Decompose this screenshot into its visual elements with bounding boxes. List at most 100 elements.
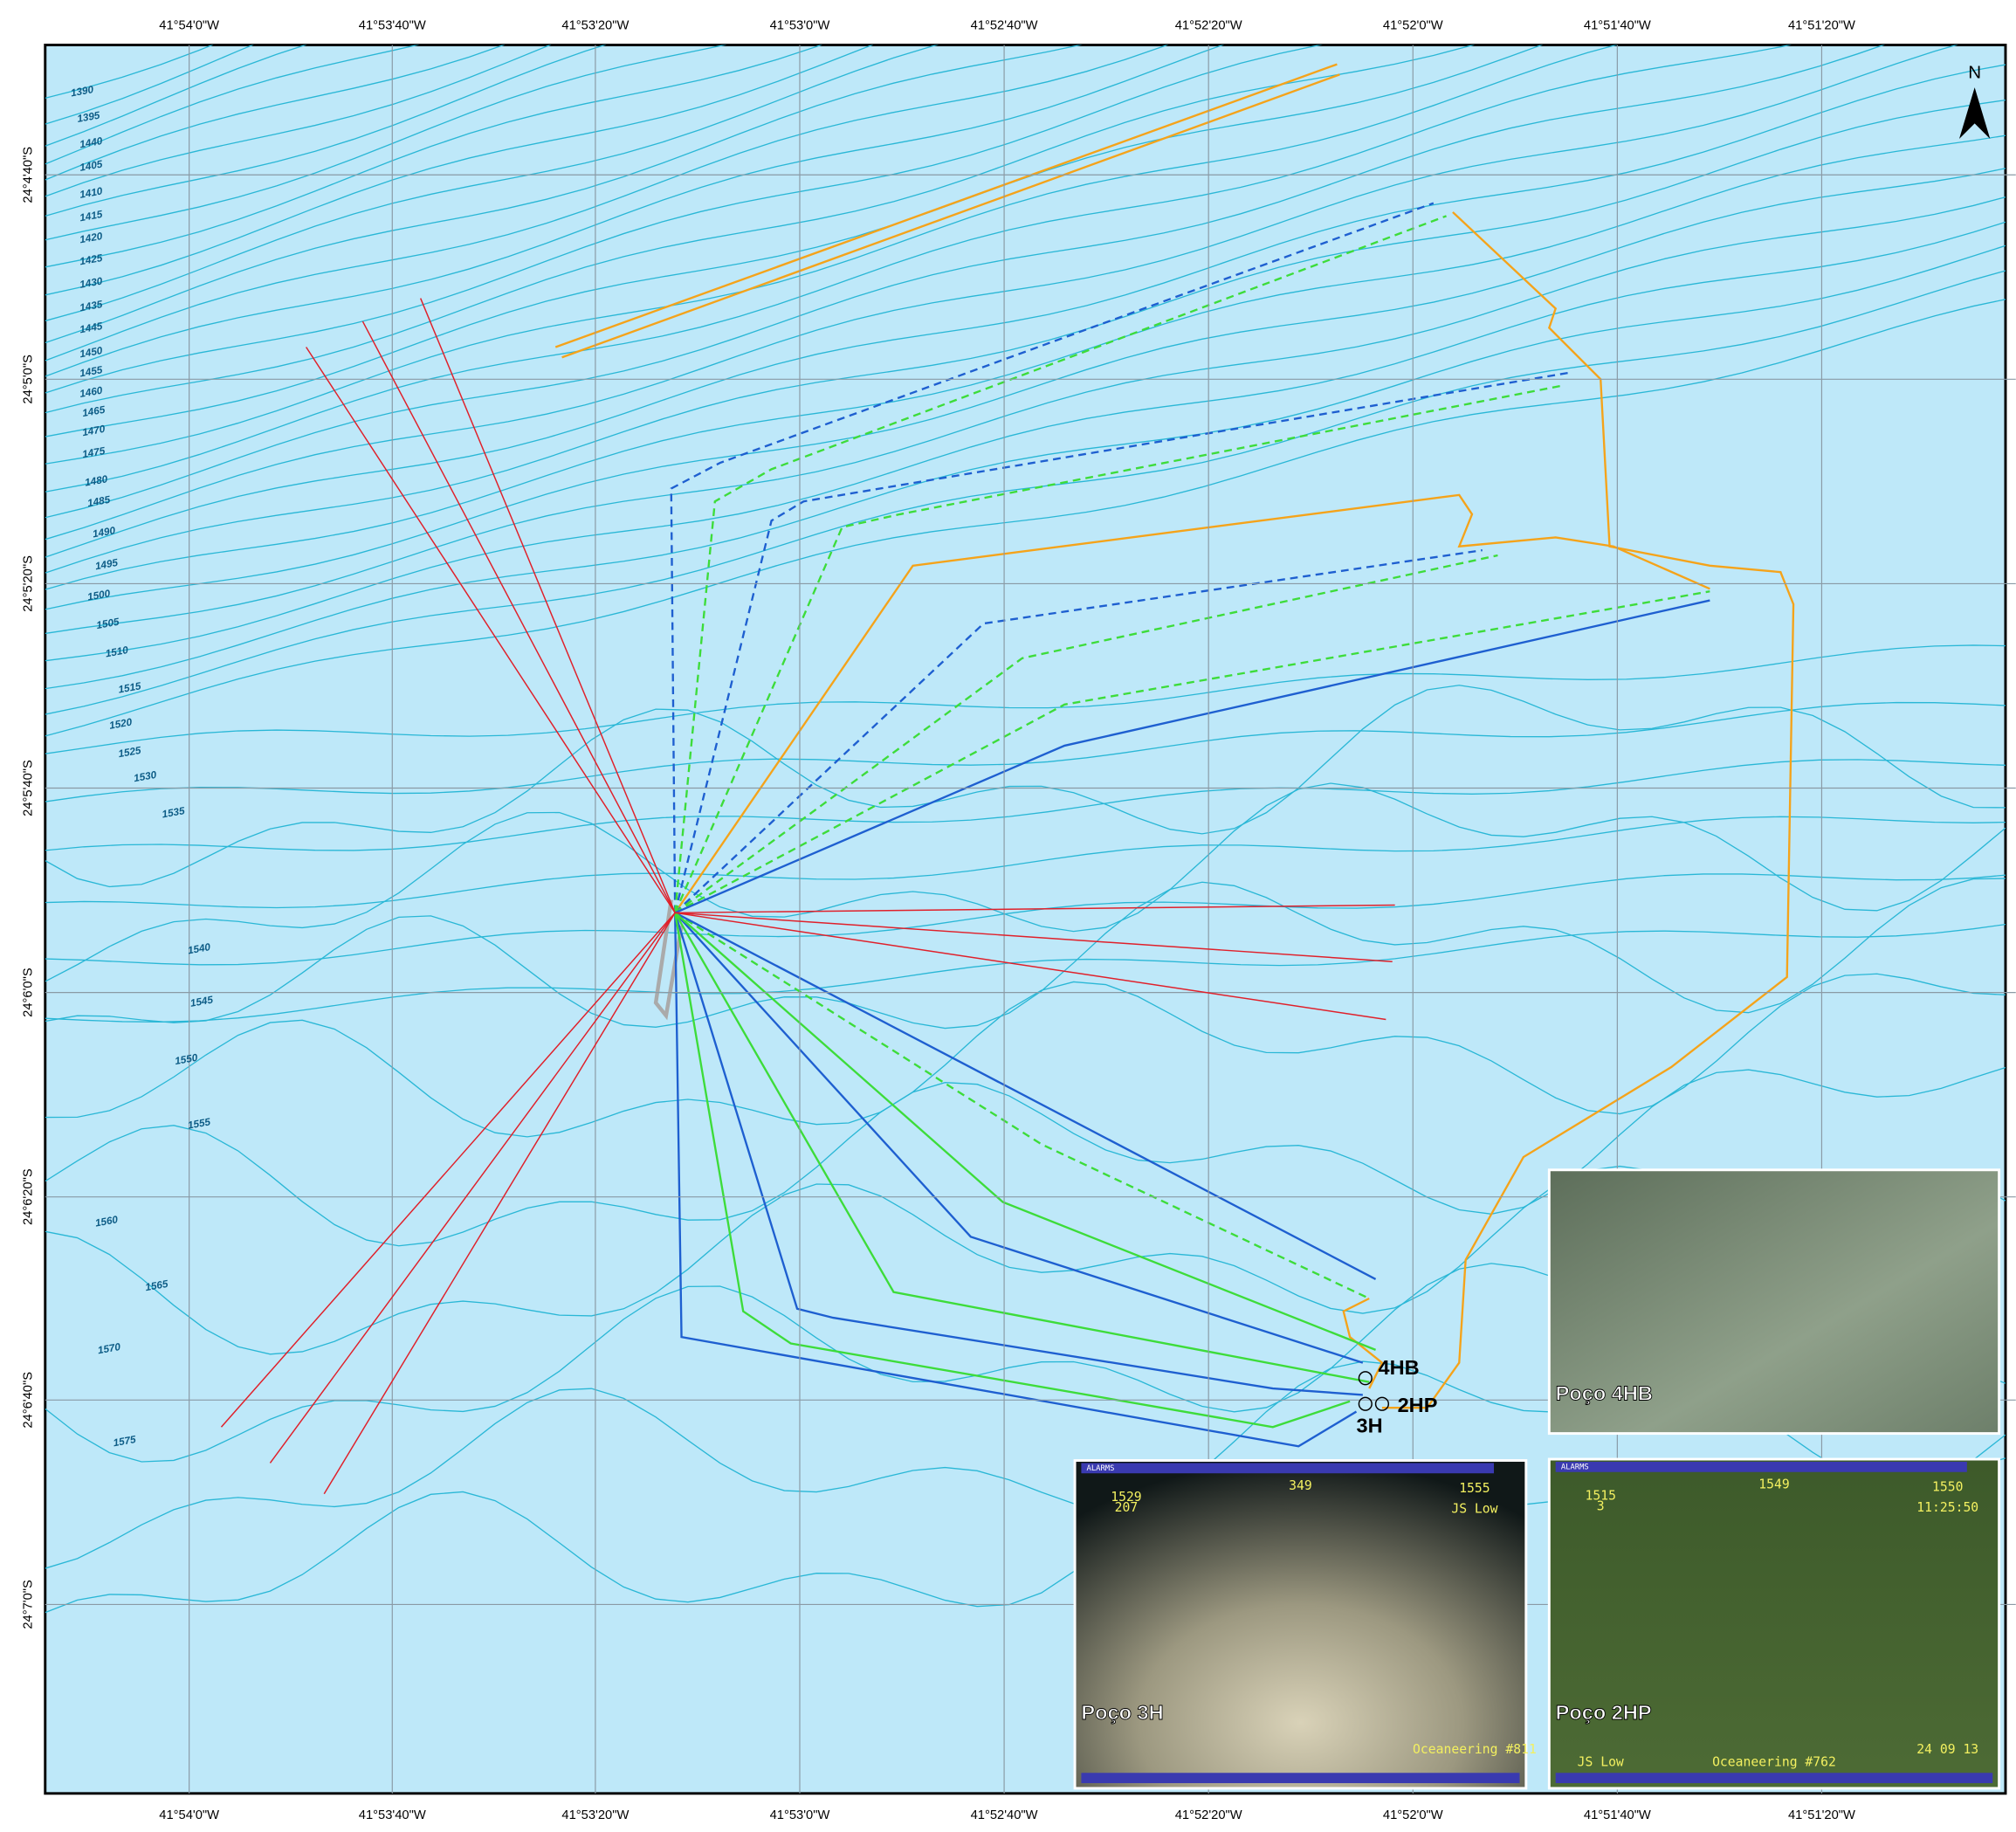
contour-label: 1480 xyxy=(84,473,108,488)
contour-line xyxy=(45,221,2006,662)
contour-line xyxy=(45,45,874,296)
contour-line xyxy=(45,782,2006,982)
photo xyxy=(1547,1457,2001,1790)
latitude-label: 24°5'40"S xyxy=(22,760,36,816)
red-line xyxy=(419,298,676,913)
hud-text: 1515 xyxy=(1585,1489,1615,1504)
contour-line xyxy=(45,45,1958,541)
contour-line xyxy=(45,45,1619,465)
longitude-label: 41°51'40"W xyxy=(1584,18,1651,32)
planned xyxy=(674,215,1447,913)
route xyxy=(674,912,1377,1351)
longitude-label: 41°52'0"W xyxy=(1383,18,1443,32)
longitude-label: 41°52'20"W xyxy=(1175,18,1242,32)
hud-text: ALARMS xyxy=(1561,1463,1589,1471)
well-marker xyxy=(1374,1396,1390,1411)
contour-line xyxy=(45,45,420,165)
contour-line xyxy=(45,644,2006,754)
longitude-label: 41°51'40"W xyxy=(1584,1808,1651,1822)
photo xyxy=(1073,1459,1528,1790)
contour-label: 1530 xyxy=(133,769,157,784)
contour-line xyxy=(45,45,1169,362)
contour-label: 1445 xyxy=(79,320,103,335)
longitude-label: 41°53'40"W xyxy=(359,18,426,32)
planned xyxy=(674,912,1370,1300)
contour-line xyxy=(45,759,2006,851)
contour-label: 1565 xyxy=(144,1278,169,1293)
route xyxy=(674,912,1370,1383)
contour-line xyxy=(45,45,607,217)
latitude-label: 24°5'20"S xyxy=(22,555,36,612)
contour-label: 1490 xyxy=(92,525,116,540)
longitude-label: 41°52'0"W xyxy=(1383,1808,1443,1822)
contour-label: 1515 xyxy=(117,680,141,695)
planned xyxy=(670,202,1435,913)
hud-bar xyxy=(1081,1463,1495,1474)
contour-line xyxy=(45,45,1324,394)
well-marker xyxy=(1358,1371,1373,1386)
route xyxy=(674,913,1358,1448)
longitude-label: 41°54'0"W xyxy=(159,1808,219,1822)
contour-line xyxy=(45,270,2006,715)
contour-label: 1395 xyxy=(76,110,100,125)
latitude-label: 24°6'40"S xyxy=(22,1372,36,1429)
contour-label: 1460 xyxy=(79,385,103,400)
contour-label: 1435 xyxy=(79,299,103,313)
hud-text: ALARMS xyxy=(1087,1464,1115,1473)
contour-line xyxy=(45,299,2006,737)
red-line xyxy=(220,912,676,1428)
red-line xyxy=(675,912,1393,963)
contour-line xyxy=(45,45,1792,492)
longitude-label: 41°52'40"W xyxy=(971,1808,1038,1822)
orange-track xyxy=(554,63,1338,348)
contour-line xyxy=(45,196,2006,635)
contour-label: 1520 xyxy=(108,716,133,731)
contour-line xyxy=(45,973,2006,1138)
contour-line xyxy=(45,45,822,268)
longitude-label: 41°54'0"W xyxy=(159,18,219,32)
contour-line xyxy=(45,923,2006,1023)
red-line xyxy=(675,904,1395,914)
hud-text: JS Low xyxy=(1451,1501,1497,1516)
contour-line xyxy=(45,244,2006,690)
longitude-label: 41°53'20"W xyxy=(561,1808,629,1822)
contour-label: 1570 xyxy=(97,1341,121,1356)
contour-label: 1455 xyxy=(79,364,103,379)
contour-line xyxy=(45,45,727,241)
well-label: 2HP xyxy=(1398,1394,1438,1416)
route xyxy=(674,912,1377,1280)
contour-label: 1405 xyxy=(79,158,103,173)
contour-line xyxy=(45,45,1083,344)
contour-line xyxy=(45,45,552,197)
hud-text: 207 xyxy=(1115,1500,1139,1515)
route xyxy=(674,913,1351,1429)
contour-label: 1575 xyxy=(113,1434,137,1449)
contour-label: 1430 xyxy=(79,275,103,290)
contour-label: 1525 xyxy=(117,745,141,760)
contour-label: 1510 xyxy=(105,644,129,659)
longitude-label: 41°53'0"W xyxy=(770,18,830,32)
contour-line xyxy=(45,45,506,181)
contour-line xyxy=(45,168,2006,610)
hud-text: JS Low xyxy=(1578,1754,1624,1769)
contour-label: 1505 xyxy=(95,616,120,631)
hud-text: 1549 xyxy=(1758,1477,1789,1491)
contour-label: 1475 xyxy=(81,445,106,460)
hud-text: 11:25:50 xyxy=(1916,1500,1978,1515)
contour-label: 1500 xyxy=(86,588,111,603)
route xyxy=(674,912,1363,1396)
north-label: N xyxy=(1968,62,1981,82)
contour-line xyxy=(45,1066,2006,1247)
well-label: 3H xyxy=(1356,1414,1382,1436)
contour-label: 1420 xyxy=(79,231,103,245)
hud-text: Oceaneering #811 xyxy=(1413,1742,1537,1757)
longitude-label: 41°52'40"W xyxy=(971,18,1038,32)
hud-text: 1555 xyxy=(1459,1481,1490,1496)
contour-label: 1465 xyxy=(81,404,106,419)
contour-line xyxy=(45,873,2006,966)
orange-track xyxy=(561,73,1340,359)
photo-caption: Poço 2HP xyxy=(1556,1701,1652,1724)
longitude-label: 41°52'20"W xyxy=(1175,1808,1242,1822)
orange-track xyxy=(1381,211,1795,1409)
hud-bar xyxy=(1081,1773,1520,1784)
